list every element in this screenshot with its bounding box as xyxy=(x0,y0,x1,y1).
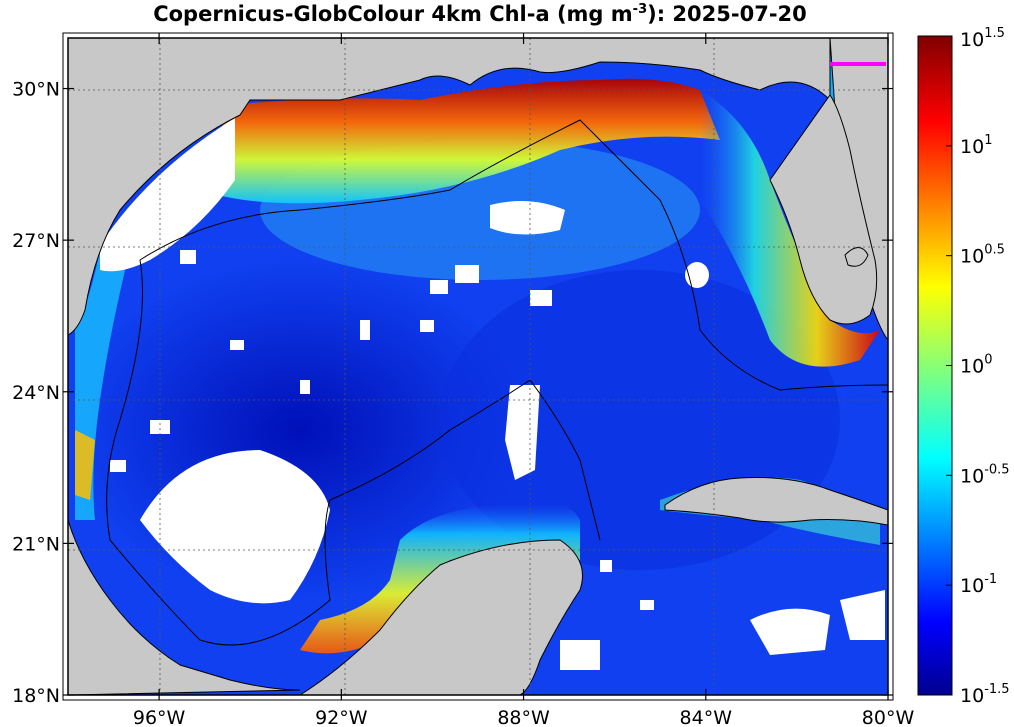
lon-tick-label: 80°W xyxy=(862,707,915,727)
florida-shelf-bloom xyxy=(700,90,880,367)
colorbar-tick-exponent: 1.5 xyxy=(984,26,1005,41)
lat-tick-label: 18°N xyxy=(12,685,60,707)
mexico-south-land xyxy=(68,519,301,695)
latitude-labels: 30°N 27°N 24°N 21°N 18°N xyxy=(12,79,60,707)
colorbar-tick-label: 10-0.5 xyxy=(960,462,1010,487)
colorbar-tick-label: 101.5 xyxy=(960,26,1005,51)
colorbar-tick-exponent: -1 xyxy=(984,572,997,587)
lat-tick-label: 21°N xyxy=(12,533,60,555)
lon-tick-label: 88°W xyxy=(497,707,550,727)
missing-data-patches xyxy=(100,118,885,670)
lat-tick-label: 24°N xyxy=(12,382,60,404)
colorbar-tick-base: 10 xyxy=(960,136,984,158)
lat-tick-label: 27°N xyxy=(12,230,60,252)
land-masses xyxy=(68,38,888,695)
colorbar-tick-base: 10 xyxy=(960,246,984,268)
yucatan-shelf-bloom xyxy=(300,504,580,654)
lake-okeechobee xyxy=(844,247,869,267)
united-states-land xyxy=(68,38,831,336)
colorbar-tick-base: 10 xyxy=(960,575,984,597)
colorbar-tick-base: 10 xyxy=(960,29,984,51)
lat-tick-label: 30°N xyxy=(12,79,60,101)
map-title: Copernicus-GlobColour 4km Chl-a (mg m-3)… xyxy=(0,2,960,26)
map-frame xyxy=(67,37,889,696)
title-prefix: Copernicus-GlobColour 4km Chl-a (mg m xyxy=(153,2,633,26)
map-outer-frame xyxy=(62,32,894,701)
eez-boundaries xyxy=(106,119,888,646)
lon-tick-label: 92°W xyxy=(315,707,368,727)
colorbar-tick-exponent: 0.5 xyxy=(984,243,1005,258)
colorbar-tick-base: 10 xyxy=(960,685,984,707)
colorbar-tick-label: 100.5 xyxy=(960,243,1005,268)
lon-tick-label: 96°W xyxy=(133,707,186,727)
colorbar-tick-label: 10-1 xyxy=(960,572,997,597)
northern-shelf-bloom xyxy=(200,78,720,204)
lon-tick-label: 84°W xyxy=(680,707,733,727)
colorbar-tick-label: 101 xyxy=(960,133,992,158)
frame-ticks xyxy=(63,33,893,700)
yucatan-peninsula xyxy=(299,539,583,695)
mexico-coast-bloom xyxy=(75,430,95,500)
colorbar-tick-exponent: -0.5 xyxy=(984,462,1009,477)
title-suffix: ): 2025-07-20 xyxy=(647,2,807,26)
colorbar-tick-exponent: 0 xyxy=(984,353,992,368)
map-panel xyxy=(68,38,888,695)
colorbar-tick-base: 10 xyxy=(960,465,984,487)
title-exponent: -3 xyxy=(632,2,648,17)
cuba xyxy=(664,477,888,526)
colorbar-tick-exponent: 1 xyxy=(984,133,992,148)
colorbar-tick-label: 100 xyxy=(960,353,992,378)
graticule xyxy=(68,38,888,695)
longitude-labels: 96°W 92°W 88°W 84°W 80°W xyxy=(133,707,915,727)
colorbar-tick-base: 10 xyxy=(960,356,984,378)
colorbar-tick-label: 10-1.5 xyxy=(960,682,1010,707)
florida-peninsula xyxy=(769,94,878,325)
colorbar-tick-exponent: -1.5 xyxy=(984,682,1009,697)
